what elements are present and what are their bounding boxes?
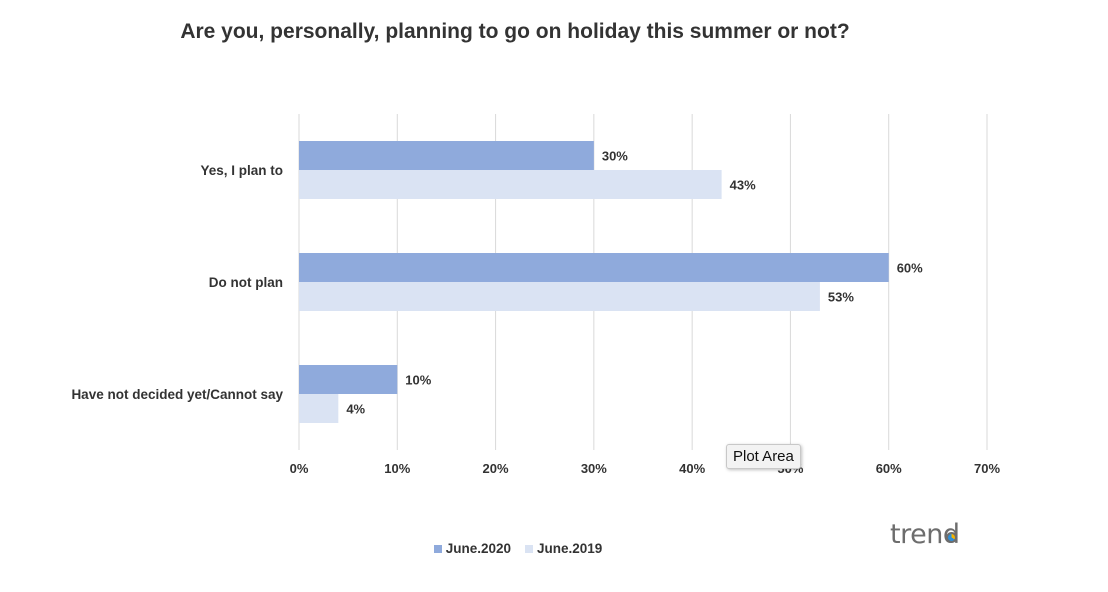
legend-swatch-june-2019	[525, 544, 533, 553]
bar-june-2020-do-not-plan[interactable]	[299, 253, 889, 282]
x-tick-0: 0%	[290, 461, 309, 476]
x-tick-10: 10%	[384, 461, 410, 476]
logo-dot-icon	[946, 532, 957, 543]
category-labels: Yes, I plan to Do not plan Have not decide…	[71, 163, 283, 402]
bars	[299, 141, 889, 423]
plot-area-tooltip: Plot Area	[726, 444, 801, 469]
data-label-june-2020-yes-i-plan-to: 30%	[602, 149, 628, 164]
x-tick-20: 20%	[483, 461, 509, 476]
bar-june-2020-have-not-decided-yet-cannot-say[interactable]	[299, 365, 398, 394]
x-tick-60: 60%	[876, 461, 902, 476]
data-label-june-2019-yes-i-plan-to: 43%	[730, 178, 756, 193]
data-label-june-2020-do-not-plan: 60%	[897, 261, 923, 276]
legend-item-june-2019[interactable]: June.2019	[525, 541, 602, 556]
x-tick-70: 70%	[974, 461, 1000, 476]
x-tick-30: 30%	[581, 461, 607, 476]
legend-label-june-2019: June.2019	[537, 541, 603, 556]
bar-june-2020-yes-i-plan-to[interactable]	[299, 141, 594, 170]
x-tick-labels: 0%10%20%30%40%50%60%70%	[290, 461, 1001, 476]
bar-june-2019-do-not-plan[interactable]	[299, 282, 820, 311]
legend: June.2020 June.2019	[0, 541, 1036, 556]
legend-item-june-2020[interactable]: June.2020	[433, 541, 511, 556]
bar-june-2019-have-not-decided-yet-cannot-say[interactable]	[299, 394, 339, 423]
data-labels: 30% 43% 60% 53% 10% 4%	[346, 149, 923, 417]
legend-swatch-june-2020	[433, 544, 442, 553]
category-label-do-not-plan: Do not plan	[209, 275, 283, 290]
category-label-yes-i-plan-to: Yes, I plan to	[200, 163, 283, 178]
x-tick-40: 40%	[679, 461, 705, 476]
data-label-june-2020-have-not-decided-yet-cannot-say: 10%	[405, 373, 431, 388]
category-label-have-not-decided-yet-cannot-say: Have not decided yet/Cannot say	[71, 387, 283, 402]
legend-label-june-2020: June.2020	[445, 541, 511, 556]
data-label-june-2019-have-not-decided-yet-cannot-say: 4%	[346, 402, 365, 417]
bar-june-2019-yes-i-plan-to[interactable]	[299, 170, 722, 199]
data-label-june-2019-do-not-plan: 53%	[828, 290, 854, 305]
chart-title: Are you, personally, planning to go on h…	[180, 20, 850, 43]
